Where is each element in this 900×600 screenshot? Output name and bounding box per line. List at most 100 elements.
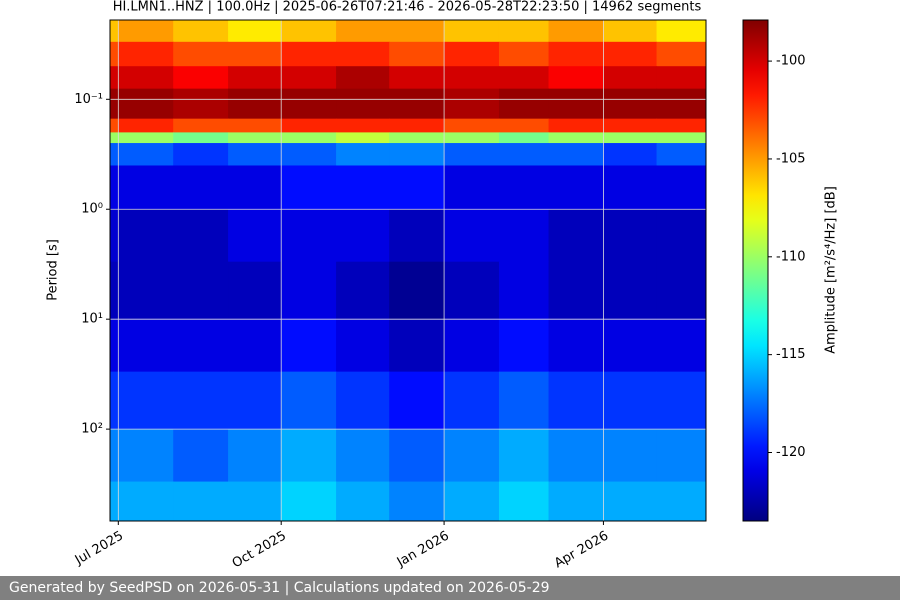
heatmap-cell [228, 261, 282, 320]
heatmap-cell [110, 66, 119, 90]
heatmap-cell [118, 429, 174, 483]
heatmap-cell [444, 371, 500, 430]
heatmap-cell [656, 143, 707, 166]
heatmap-cell [389, 165, 445, 210]
heatmap-cell [389, 319, 445, 373]
heatmap-cell [281, 88, 337, 120]
heatmap-cell [603, 41, 658, 67]
heatmap-cell [336, 118, 390, 133]
heatmap-cell [228, 429, 282, 483]
heatmap-cell [389, 371, 445, 430]
heatmap-cell [336, 41, 390, 67]
heatmap-cell [444, 143, 500, 166]
heatmap-cell [603, 132, 658, 144]
heatmap-cell [228, 209, 282, 263]
heatmap-cell [173, 143, 229, 166]
heatmap-cell [603, 88, 658, 120]
heatmap-cell [603, 66, 658, 90]
heatmap-cell [336, 88, 390, 120]
heatmap-cell [110, 371, 119, 430]
colorbar-tick-label: -100 [776, 54, 806, 69]
heatmap-cell [118, 132, 174, 144]
heatmap-cell [173, 319, 229, 373]
heatmap-cell [656, 165, 707, 210]
heatmap-cell [656, 209, 707, 263]
heatmap-cell [656, 371, 707, 430]
heatmap-cell [110, 118, 119, 133]
heatmap-cell [118, 261, 174, 320]
heatmap-cell [281, 481, 337, 522]
heatmap-cell [603, 261, 658, 320]
heatmap-cell [110, 319, 119, 373]
y-axis-label: Period [s] [46, 239, 61, 301]
heatmap-cell [336, 319, 390, 373]
heatmap-cell [228, 66, 282, 90]
heatmap-cell [389, 41, 445, 67]
heatmap-cell [498, 481, 550, 522]
heatmap-cell [603, 118, 658, 133]
colorbar-tick-label: -115 [776, 347, 806, 362]
heatmap-cell [603, 143, 658, 166]
heatmap-cell [498, 209, 550, 263]
heatmap-cell [656, 20, 707, 43]
heatmap-cell [336, 143, 390, 166]
heatmap-cell [173, 88, 229, 120]
colorbar-label: Amplitude [m²/s⁴/Hz] [dB] [824, 186, 839, 354]
heatmap-cell [110, 88, 119, 120]
heatmap-cell [281, 209, 337, 263]
heatmap-cell [548, 41, 604, 67]
heatmap-cell [336, 481, 390, 522]
heatmap-cell [548, 88, 604, 120]
heatmap-cell [228, 371, 282, 430]
heatmap-cell [110, 41, 119, 67]
heatmap-cell [336, 165, 390, 210]
heatmap-cell [336, 371, 390, 430]
heatmap-cell [118, 209, 174, 263]
heatmap-cell [173, 41, 229, 67]
colorbar-tick-label: -120 [776, 445, 806, 460]
y-tick-label: 10¹ [81, 312, 103, 327]
heatmap-cell [281, 41, 337, 67]
heatmap-cell [656, 132, 707, 144]
colorbar-tick-label: -105 [776, 151, 806, 166]
footer: Generated by SeedPSD on 2026-05-31 | Cal… [0, 576, 900, 600]
heatmap-cell [118, 319, 174, 373]
heatmap-cell [498, 319, 550, 373]
heatmap-cell [656, 88, 707, 120]
heatmap-cell [656, 481, 707, 522]
heatmap-cell [548, 371, 604, 430]
y-tick-label: 10⁰ [81, 202, 103, 217]
heatmap-cell [336, 20, 390, 43]
heatmap-cell [228, 319, 282, 373]
heatmap-cell [281, 143, 337, 166]
heatmap-cell [656, 66, 707, 90]
heatmap-cell [336, 66, 390, 90]
heatmap-cell [281, 429, 337, 483]
heatmap-cell [548, 481, 604, 522]
x-tick-label: Apr 2026 [552, 529, 611, 572]
heatmap-cell [498, 132, 550, 144]
heatmap-cell [389, 261, 445, 320]
heatmap-cell [548, 66, 604, 90]
x-tick-label: Jul 2025 [72, 529, 126, 569]
heatmap-cell [444, 209, 500, 263]
heatmap-cell [228, 41, 282, 67]
heatmap-cell [118, 20, 174, 43]
heatmap-cell [548, 429, 604, 483]
heatmap-cell [389, 132, 445, 144]
colorbar [742, 19, 769, 522]
heatmap-cell [118, 118, 174, 133]
plot-frame [109, 19, 707, 522]
heatmap-cell [548, 118, 604, 133]
heatmap-cell [228, 20, 282, 43]
heatmap-cell [336, 132, 390, 144]
heatmap-cell [444, 319, 500, 373]
heatmap-cell [656, 429, 707, 483]
heatmap-cell [173, 429, 229, 483]
heatmap-cell [548, 319, 604, 373]
heatmap-cell [548, 143, 604, 166]
heatmap-cell [336, 261, 390, 320]
heatmap-cell [498, 66, 550, 90]
heatmap-cell [603, 20, 658, 43]
heatmap-cell [498, 88, 550, 120]
